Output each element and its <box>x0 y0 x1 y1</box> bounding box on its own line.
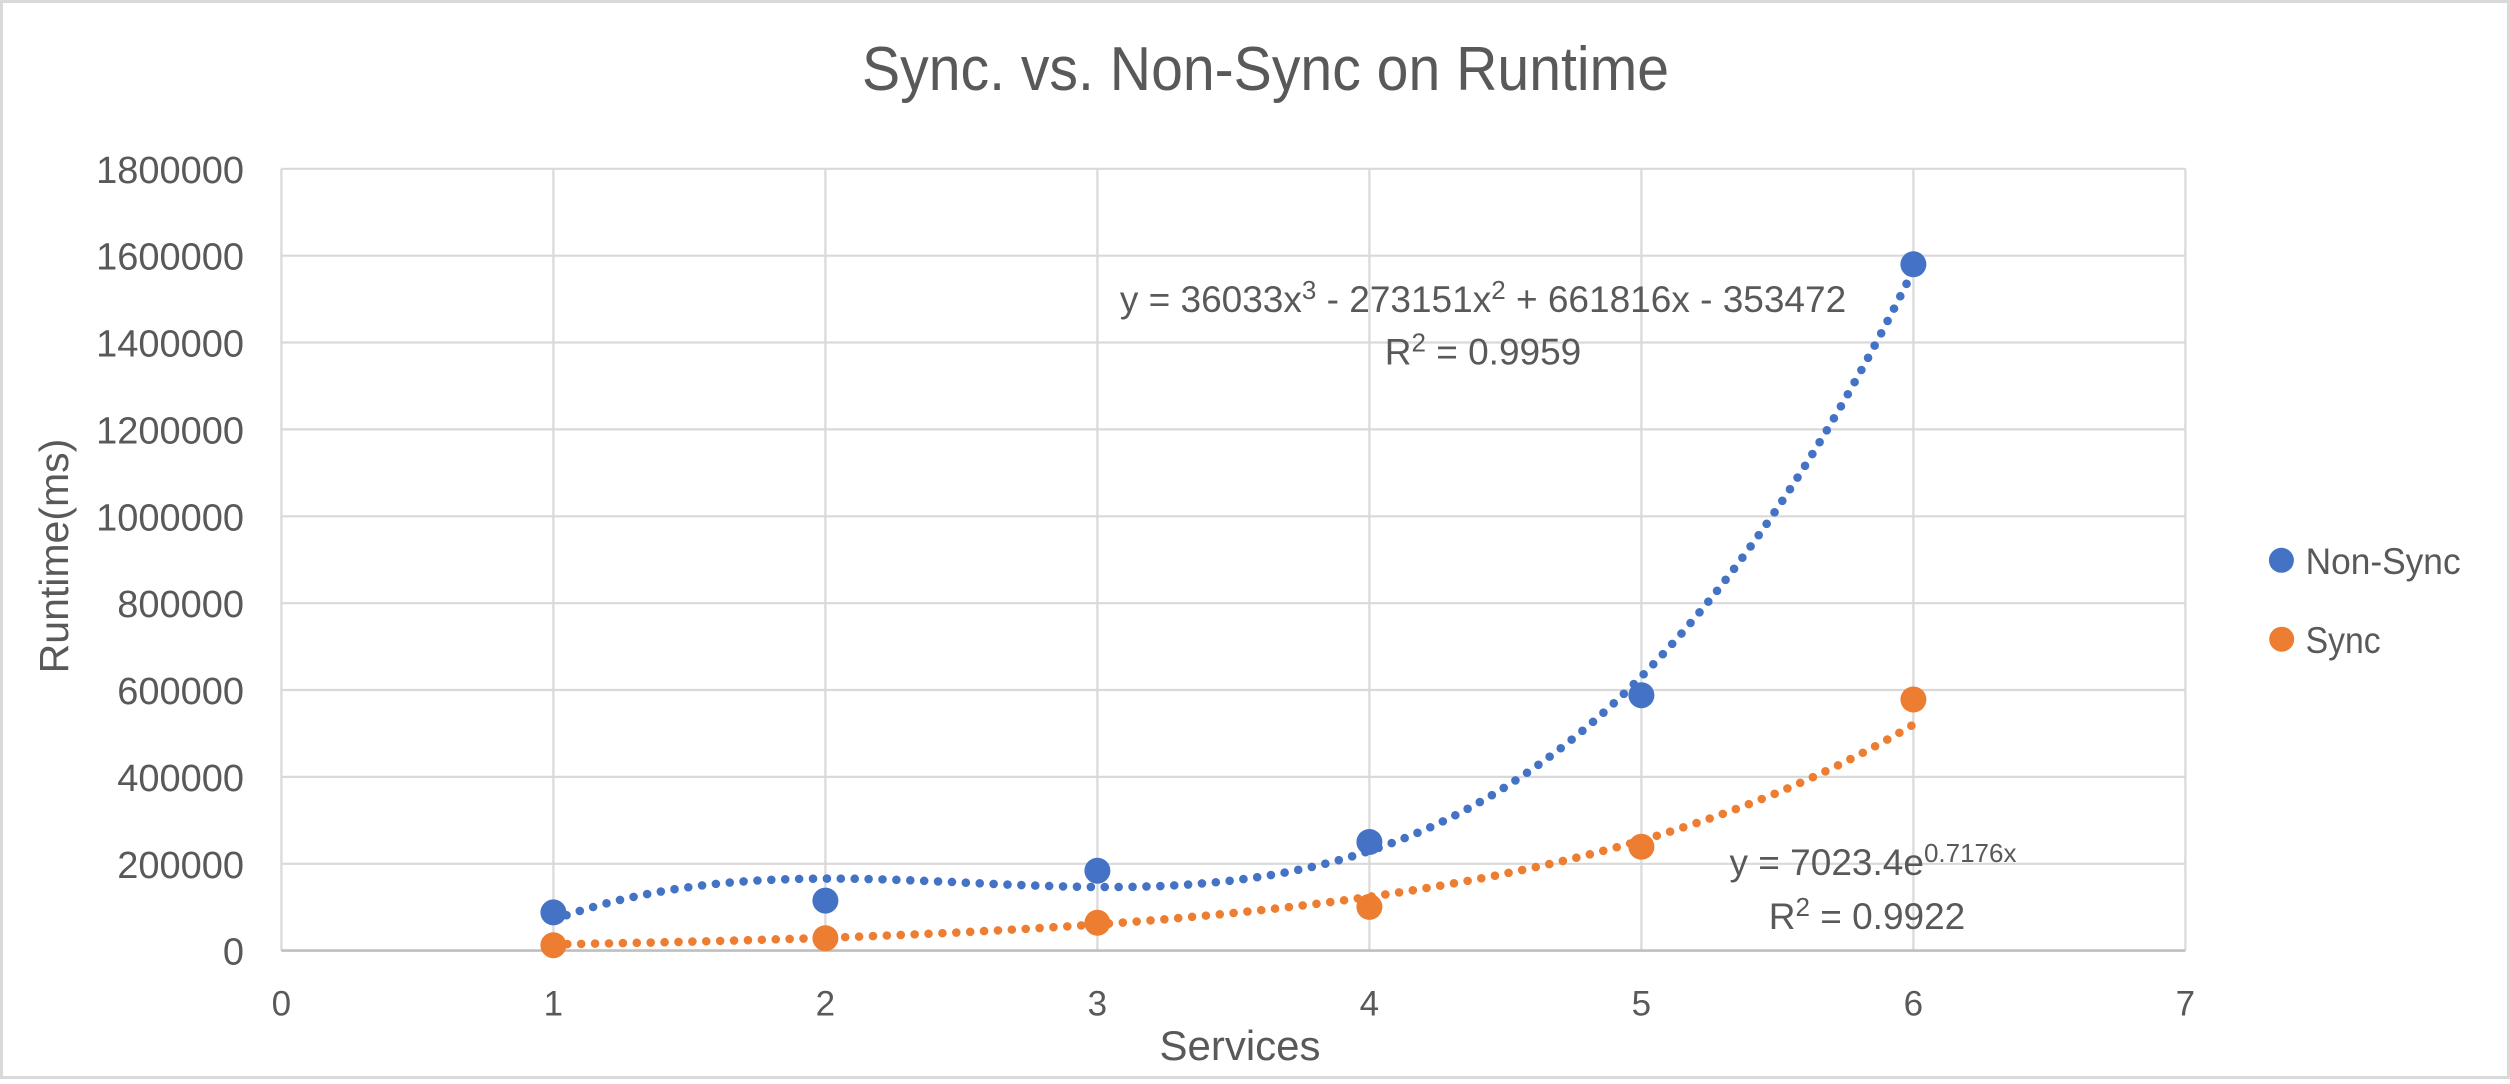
svg-text:1400000: 1400000 <box>96 324 244 366</box>
svg-text:5: 5 <box>1632 985 1651 1024</box>
svg-text:1: 1 <box>544 985 563 1024</box>
svg-text:400000: 400000 <box>117 758 244 800</box>
svg-text:y = 36033x3 - 273151x2 + 66181: y = 36033x3 - 273151x2 + 661816x - 35347… <box>1120 275 1846 320</box>
svg-text:Runtime(ms): Runtime(ms) <box>31 439 77 674</box>
svg-text:R2 = 0.9922: R2 = 0.9922 <box>1769 892 1966 937</box>
svg-text:y = 7023.4e0.7176x: y = 7023.4e0.7176x <box>1730 838 2017 883</box>
svg-text:600000: 600000 <box>117 671 244 713</box>
svg-text:1800000: 1800000 <box>96 150 244 192</box>
svg-text:1000000: 1000000 <box>96 497 244 539</box>
svg-text:200000: 200000 <box>117 845 244 887</box>
svg-text:2: 2 <box>816 985 835 1024</box>
svg-text:6: 6 <box>1904 985 1923 1024</box>
svg-text:Sync. vs. Non-Sync on Runtime: Sync. vs. Non-Sync on Runtime <box>862 35 1669 104</box>
svg-text:1600000: 1600000 <box>96 237 244 279</box>
svg-text:4: 4 <box>1360 985 1379 1024</box>
svg-text:7: 7 <box>2176 985 2195 1024</box>
svg-text:0: 0 <box>272 985 291 1024</box>
svg-text:800000: 800000 <box>117 584 244 626</box>
svg-text:Non-Sync: Non-Sync <box>2306 541 2461 582</box>
svg-text:0: 0 <box>223 932 244 974</box>
svg-text:Sync: Sync <box>2306 620 2381 661</box>
svg-text:1200000: 1200000 <box>96 410 244 452</box>
svg-text:Services: Services <box>1159 1022 1320 1069</box>
svg-text:3: 3 <box>1088 985 1107 1024</box>
